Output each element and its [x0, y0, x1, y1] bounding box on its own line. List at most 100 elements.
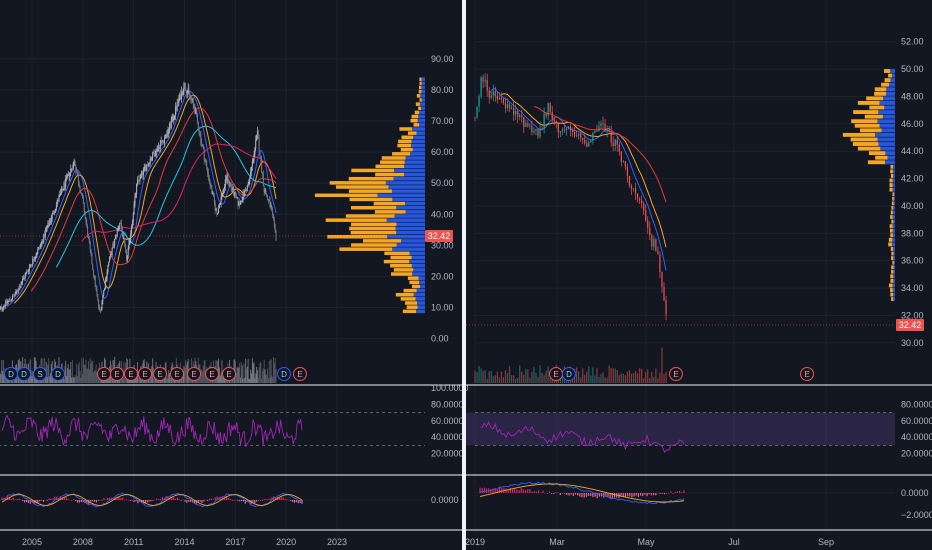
candle-body — [254, 148, 256, 155]
volume-bar — [551, 377, 553, 383]
volume-profile-bar-down — [888, 237, 893, 242]
candle-body — [111, 247, 113, 256]
macd-histogram-bar — [63, 497, 65, 500]
earnings-event-label: E — [297, 370, 302, 379]
volume-profile-bar-up — [892, 224, 895, 229]
right-candlesticks — [474, 73, 667, 321]
earnings-event-marker[interactable] — [187, 367, 201, 381]
candle-body — [580, 133, 582, 138]
dividend-event-label: D — [281, 370, 287, 379]
volume-profile-bar-down — [345, 214, 395, 218]
volume-profile-bar-down — [889, 178, 893, 183]
volume-bar — [253, 362, 255, 383]
volume-bar — [212, 378, 214, 383]
left-rsi-pane[interactable]: 100.0000 80.0000 60.0000 40.0000 20.0000 — [0, 383, 469, 459]
candle-body — [541, 128, 543, 130]
volume-bar — [275, 368, 277, 383]
dividend-event-marker[interactable] — [562, 367, 576, 381]
candle-body — [86, 222, 88, 227]
earnings-event-marker[interactable] — [800, 367, 814, 381]
candle-body — [208, 178, 210, 182]
price-axis-label: 48.00 — [901, 91, 924, 101]
volume-bar — [96, 372, 98, 383]
macd-histogram-bar — [679, 490, 681, 493]
candle-body — [215, 209, 217, 211]
volume-bar — [97, 373, 99, 383]
volume-profile-bar-up — [886, 87, 895, 92]
earnings-event-marker[interactable] — [124, 367, 138, 381]
volume-profile-bar-down — [864, 114, 883, 119]
left-time-axis[interactable]: 2005 2008 2011 2014 2017 2020 2023 — [22, 537, 347, 547]
volume-bar — [264, 369, 266, 383]
volume-profile-bar-down — [402, 309, 417, 314]
candle-body — [608, 128, 610, 132]
volume-profile-bar-up — [394, 214, 425, 218]
time-axis-label: Mar — [549, 537, 565, 547]
candle-body — [158, 146, 160, 149]
earnings-event-marker[interactable] — [293, 367, 307, 381]
candle-body — [115, 235, 117, 239]
volume-profile-bar-down — [390, 255, 412, 260]
macd-histogram-bar — [555, 492, 557, 493]
right-time-axis[interactable]: 2019 Mar May Jul Sep — [465, 537, 834, 547]
left-price-axis[interactable]: 90.00 80.00 70.00 60.00 50.00 40.00 30.00 20.00… — [431, 54, 454, 344]
earnings-event-marker[interactable] — [138, 367, 152, 381]
volume-bar — [618, 375, 620, 383]
candle-body — [128, 241, 130, 249]
volume-profile-bar-down — [400, 297, 416, 301]
rsi-axis-label: 60.0000 — [901, 416, 932, 426]
macd-histogram-bar — [35, 500, 37, 504]
volume-bar — [600, 373, 602, 383]
left-last-price-tag: 32.42 — [425, 230, 453, 242]
candle-body — [164, 138, 166, 144]
dividend-event-marker[interactable] — [51, 367, 65, 381]
candle-body — [543, 113, 545, 129]
candle-body — [44, 231, 46, 238]
rsi-line — [479, 420, 685, 454]
volume-profile-bar-down — [890, 169, 893, 174]
macd-histogram-bar — [611, 493, 613, 499]
right-rsi-pane[interactable]: 80.0000 60.0000 40.0000 20.0000 — [466, 399, 932, 459]
earnings-event-marker[interactable] — [110, 367, 124, 381]
candle-body — [521, 115, 523, 118]
macd-histogram-bar — [18, 498, 20, 500]
candle-body — [176, 102, 178, 111]
split-event-marker[interactable] — [33, 367, 47, 381]
volume-profile-bar-up — [404, 172, 425, 177]
volume-profile-bar-down — [892, 260, 894, 265]
volume-bar — [3, 375, 5, 383]
earnings-event-marker[interactable] — [170, 367, 184, 381]
macd-histogram-bar — [653, 493, 655, 496]
dividend-event-marker[interactable] — [17, 367, 31, 381]
macd-histogram-bar — [605, 493, 607, 497]
candle-body — [16, 291, 18, 292]
volume-profile-bar-up — [377, 193, 425, 198]
earnings-event-marker[interactable] — [153, 367, 167, 381]
right-price-axis[interactable]: 52.00 50.00 48.00 46.00 44.00 42.00 40.00 38.00… — [901, 37, 924, 348]
right-macd-pane[interactable]: 0.0000 −2.0000 — [475, 481, 932, 520]
candle-body — [639, 198, 641, 201]
volume-bar — [561, 376, 563, 383]
volume-bar — [665, 371, 667, 383]
volume-profile-bar-up — [893, 219, 895, 224]
volume-profile-bar-down — [890, 274, 894, 279]
candle-body — [486, 80, 488, 91]
candle-body — [563, 129, 566, 131]
volume-profile-bar-up — [877, 137, 895, 142]
left-macd-pane[interactable]: 0.0000 — [0, 492, 459, 508]
candle-body — [529, 125, 531, 127]
candle-body — [10, 300, 12, 302]
volume-profile-bar-up — [893, 196, 895, 201]
panel-divider[interactable] — [462, 0, 466, 550]
volume-profile-bar-down — [890, 233, 893, 238]
earnings-event-marker[interactable] — [222, 367, 236, 381]
earnings-event-marker[interactable] — [669, 367, 683, 381]
dividend-event-marker[interactable] — [277, 367, 291, 381]
volume-profile-bar-down — [890, 215, 893, 219]
earnings-event-marker[interactable] — [205, 367, 219, 381]
